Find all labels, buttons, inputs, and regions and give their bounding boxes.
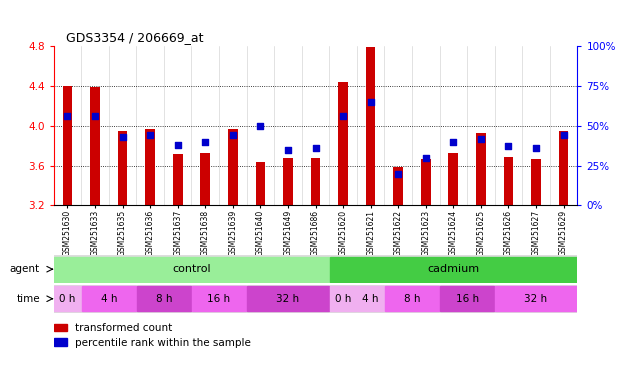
Bar: [118, 131, 127, 205]
Bar: [338, 82, 348, 205]
Bar: [54, 286, 81, 311]
Point: [200, 139, 210, 145]
Text: 16 h: 16 h: [456, 294, 479, 304]
Point: [531, 145, 541, 151]
Point: [310, 145, 321, 151]
Bar: [449, 153, 458, 205]
Point: [90, 113, 100, 119]
Bar: [357, 286, 384, 311]
Text: time: time: [16, 294, 40, 304]
Bar: [531, 159, 541, 205]
Bar: [201, 153, 210, 205]
Point: [558, 132, 569, 138]
Bar: [310, 158, 321, 205]
Bar: [495, 286, 577, 311]
Point: [448, 139, 458, 145]
Text: GDS3354 / 206669_at: GDS3354 / 206669_at: [66, 31, 204, 44]
Text: 8 h: 8 h: [156, 294, 172, 304]
Bar: [559, 131, 569, 205]
Text: 32 h: 32 h: [524, 294, 548, 304]
Bar: [54, 338, 67, 346]
Bar: [440, 286, 494, 311]
Text: transformed count: transformed count: [74, 323, 172, 333]
Bar: [476, 133, 486, 205]
Bar: [228, 129, 238, 205]
Text: 16 h: 16 h: [208, 294, 230, 304]
Bar: [54, 324, 67, 331]
Point: [421, 155, 431, 161]
Text: 4 h: 4 h: [362, 294, 379, 304]
Bar: [393, 167, 403, 205]
Point: [476, 136, 486, 142]
Bar: [173, 154, 182, 205]
Bar: [283, 158, 293, 205]
Point: [117, 134, 127, 140]
Bar: [330, 286, 357, 311]
Point: [256, 123, 266, 129]
Bar: [421, 159, 430, 205]
Text: 0 h: 0 h: [335, 294, 351, 304]
Bar: [366, 47, 375, 205]
Bar: [82, 286, 136, 311]
Point: [145, 132, 155, 138]
Point: [173, 142, 183, 148]
Bar: [256, 162, 265, 205]
Text: 32 h: 32 h: [276, 294, 300, 304]
Bar: [54, 257, 329, 281]
Point: [393, 170, 403, 177]
Point: [338, 113, 348, 119]
Bar: [62, 86, 72, 205]
Bar: [192, 286, 246, 311]
Text: percentile rank within the sample: percentile rank within the sample: [74, 338, 251, 348]
Bar: [330, 257, 577, 281]
Point: [62, 113, 73, 119]
Bar: [504, 157, 513, 205]
Point: [365, 99, 375, 105]
Text: cadmium: cadmium: [427, 264, 480, 274]
Bar: [385, 286, 439, 311]
Bar: [137, 286, 191, 311]
Bar: [247, 286, 329, 311]
Text: 0 h: 0 h: [59, 294, 76, 304]
Bar: [90, 87, 100, 205]
Text: agent: agent: [9, 264, 40, 274]
Text: 8 h: 8 h: [404, 294, 420, 304]
Point: [228, 132, 238, 138]
Point: [283, 147, 293, 153]
Bar: [145, 129, 155, 205]
Text: 4 h: 4 h: [100, 294, 117, 304]
Text: control: control: [172, 264, 211, 274]
Point: [504, 143, 514, 149]
